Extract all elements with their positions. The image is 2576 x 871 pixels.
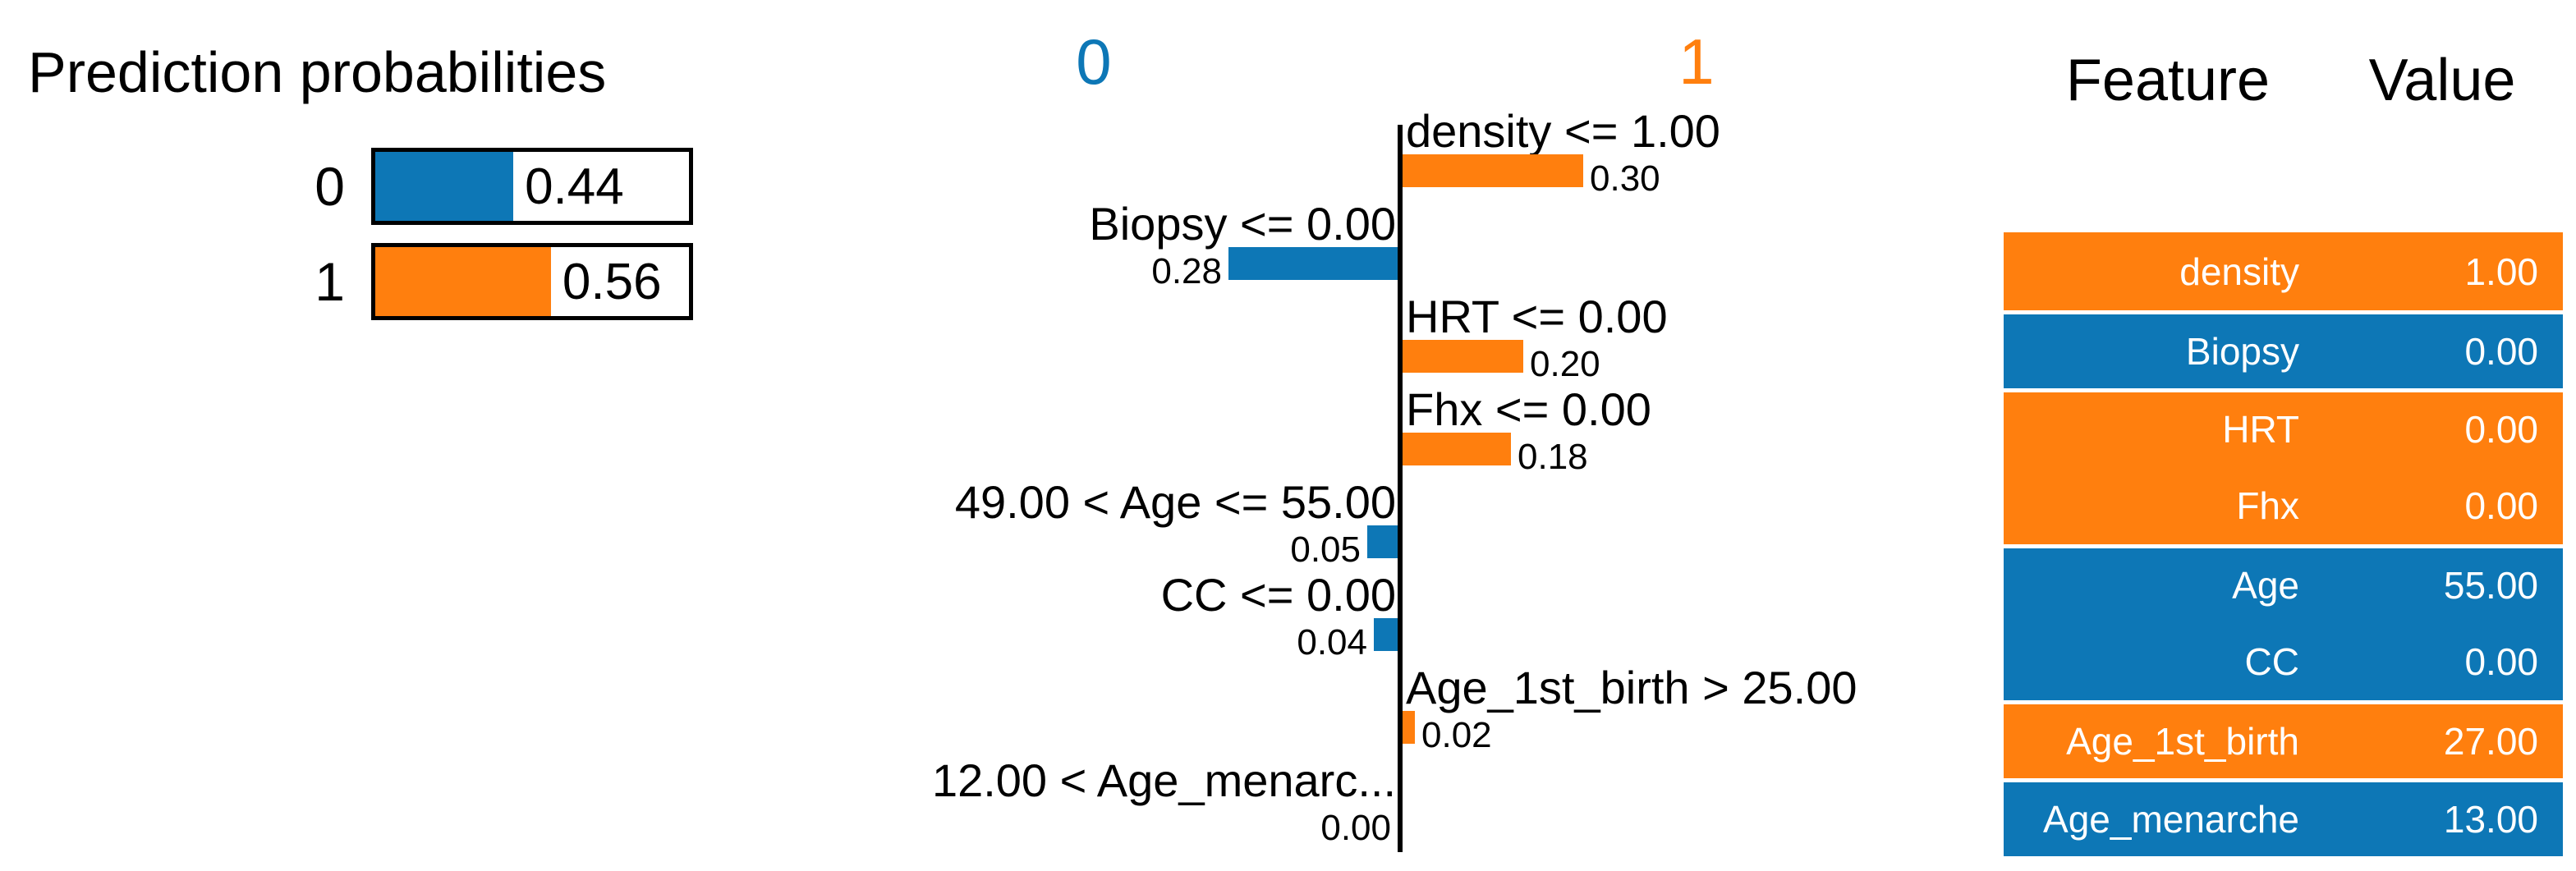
- feature-name-cell: Biopsy: [2185, 330, 2299, 373]
- weight-bar: [1374, 618, 1398, 651]
- weight-value: 0.02: [1421, 715, 1492, 755]
- feature-name-cell: density: [2179, 250, 2299, 293]
- feature-value-cell: 13.00: [2443, 798, 2538, 841]
- table-row: Age 55.00: [2004, 544, 2563, 622]
- probability-bar: 0.44: [371, 148, 693, 225]
- weight-value: 0.04: [1297, 622, 1367, 662]
- prediction-panel: Prediction probabilities 0 0.44 1 0.56: [0, 0, 739, 369]
- weight-value: 0.18: [1518, 437, 1588, 477]
- table-row: Age_1st_birth 27.00: [2004, 700, 2563, 778]
- feature-condition-label: density <= 1.00: [1406, 105, 1720, 157]
- feature-condition-label: CC <= 0.00: [1160, 569, 1396, 621]
- table-row: Biopsy 0.00: [2004, 310, 2563, 388]
- feature-name-cell: HRT: [2222, 408, 2299, 451]
- probability-value: 0.44: [525, 158, 624, 215]
- probability-bar-fill: [375, 247, 551, 316]
- prediction-panel-title: Prediction probabilities: [28, 40, 607, 104]
- feature-name-cell: CC: [2244, 639, 2299, 683]
- weight-bar: [1403, 340, 1523, 373]
- feature-value-cell: 0.00: [2464, 484, 2538, 527]
- weight-bar: [1228, 247, 1398, 280]
- feature-condition-label: Biopsy <= 0.00: [1089, 198, 1396, 250]
- feature-value-cell: 0.00: [2464, 408, 2538, 451]
- weight-value: 0.20: [1530, 344, 1600, 384]
- table-row: CC 0.00: [2004, 622, 2563, 700]
- legend-class-1-label: 1: [1678, 25, 1715, 98]
- feature-condition-label: 12.00 < Age_menarc...: [931, 754, 1396, 806]
- feature-value-cell: 0.00: [2464, 330, 2538, 373]
- feature-name-cell: Age: [2232, 564, 2299, 607]
- table-row: HRT 0.00: [2004, 388, 2563, 466]
- prediction-class-label: 1: [315, 251, 345, 312]
- weight-value: 0.28: [1151, 251, 1222, 291]
- weight-bar: [1403, 154, 1583, 187]
- prediction-class-label: 0: [315, 156, 345, 217]
- feature-name-cell: Age_1st_birth: [2066, 720, 2299, 763]
- feature-condition-label: 49.00 < Age <= 55.00: [954, 476, 1396, 528]
- feature-condition-label: Age_1st_birth > 25.00: [1406, 662, 1857, 713]
- feature-condition-label: Fhx <= 0.00: [1406, 383, 1651, 435]
- weight-bar: [1403, 711, 1415, 744]
- weight-value: 0.30: [1590, 158, 1660, 199]
- table-header-value: Value: [2368, 48, 2516, 113]
- feature-value-cell: 0.00: [2464, 639, 2538, 683]
- weight-value: 0.00: [1320, 808, 1391, 848]
- center-axis-line: [1398, 125, 1403, 852]
- table-row: Age_menarche 13.00: [2004, 778, 2563, 856]
- feature-value-cell: 55.00: [2443, 564, 2538, 607]
- legend-class-0-label: 0: [1076, 25, 1112, 98]
- feature-table-body: density 1.00 Biopsy 0.00 HRT 0.00 Fhx 0.00 Age 55…: [2004, 232, 2563, 856]
- table-header-feature: Feature: [2065, 48, 2271, 113]
- feature-name-cell: Fhx: [2236, 484, 2299, 527]
- weight-value: 0.05: [1290, 529, 1361, 570]
- table-row: Fhx 0.00: [2004, 466, 2563, 544]
- probability-value: 0.56: [562, 253, 662, 310]
- probability-bar-fill: [375, 152, 514, 221]
- feature-value-cell: 1.00: [2464, 250, 2538, 293]
- table-row: density 1.00: [2004, 232, 2563, 310]
- weight-bar: [1367, 525, 1398, 558]
- feature-value-cell: 27.00: [2443, 720, 2538, 763]
- weight-bar: [1403, 433, 1511, 465]
- probability-bar: 0.56: [371, 243, 693, 320]
- feature-name-cell: Age_menarche: [2043, 798, 2299, 841]
- feature-condition-label: HRT <= 0.00: [1406, 291, 1668, 342]
